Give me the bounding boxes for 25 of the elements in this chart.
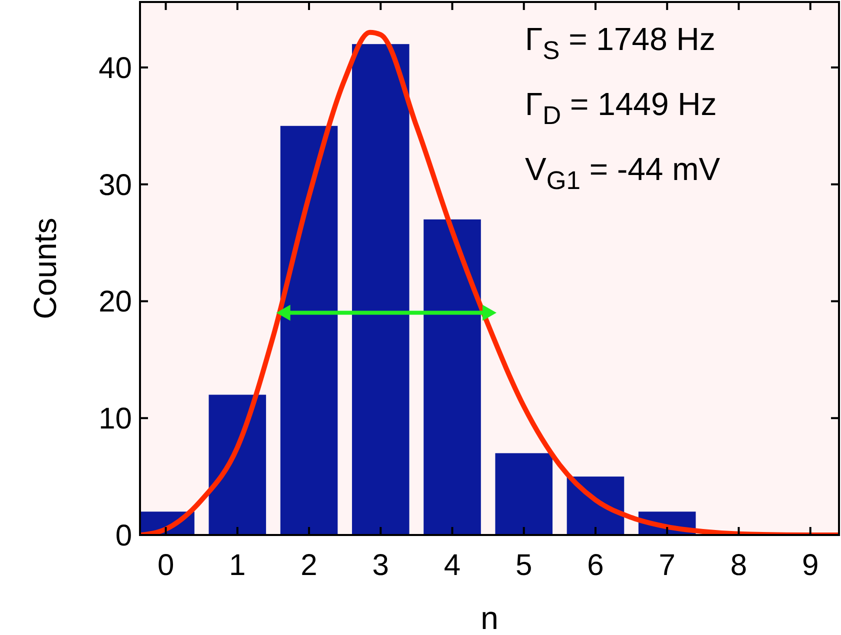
y-tick-label: 30 <box>98 168 132 202</box>
y-tick-label: 20 <box>98 286 132 319</box>
bar <box>280 126 338 535</box>
y-tick-label: 40 <box>98 52 132 85</box>
x-tick-label: 7 <box>658 549 676 582</box>
bar <box>208 394 266 535</box>
annotation: Γ$_{S}$ = 1748 Hz <box>525 21 716 66</box>
x-tick-label: 8 <box>730 549 748 582</box>
y-axis-title: Counts <box>27 218 63 320</box>
bar <box>495 453 553 535</box>
x-tick-label: 5 <box>516 549 532 582</box>
x-tick-label: 9 <box>802 549 819 582</box>
y-tick-label: 0 <box>115 520 132 552</box>
x-tick-label: 4 <box>444 549 461 582</box>
bar <box>352 44 410 535</box>
x-axis-title: n <box>480 600 498 635</box>
y-tick-label: 10 <box>98 402 132 436</box>
x-tick-label: 2 <box>300 549 318 582</box>
bar <box>424 219 481 535</box>
x-tick-label: 0 <box>157 549 174 582</box>
x-tick-label: 3 <box>372 549 389 582</box>
annotation: Γ$_{D}$ = 1449 Hz <box>525 86 717 130</box>
annotation: V$_{G1}$ = -44 mV <box>525 151 721 196</box>
x-tick-label: 1 <box>229 549 246 582</box>
x-tick-label: 6 <box>587 549 604 582</box>
